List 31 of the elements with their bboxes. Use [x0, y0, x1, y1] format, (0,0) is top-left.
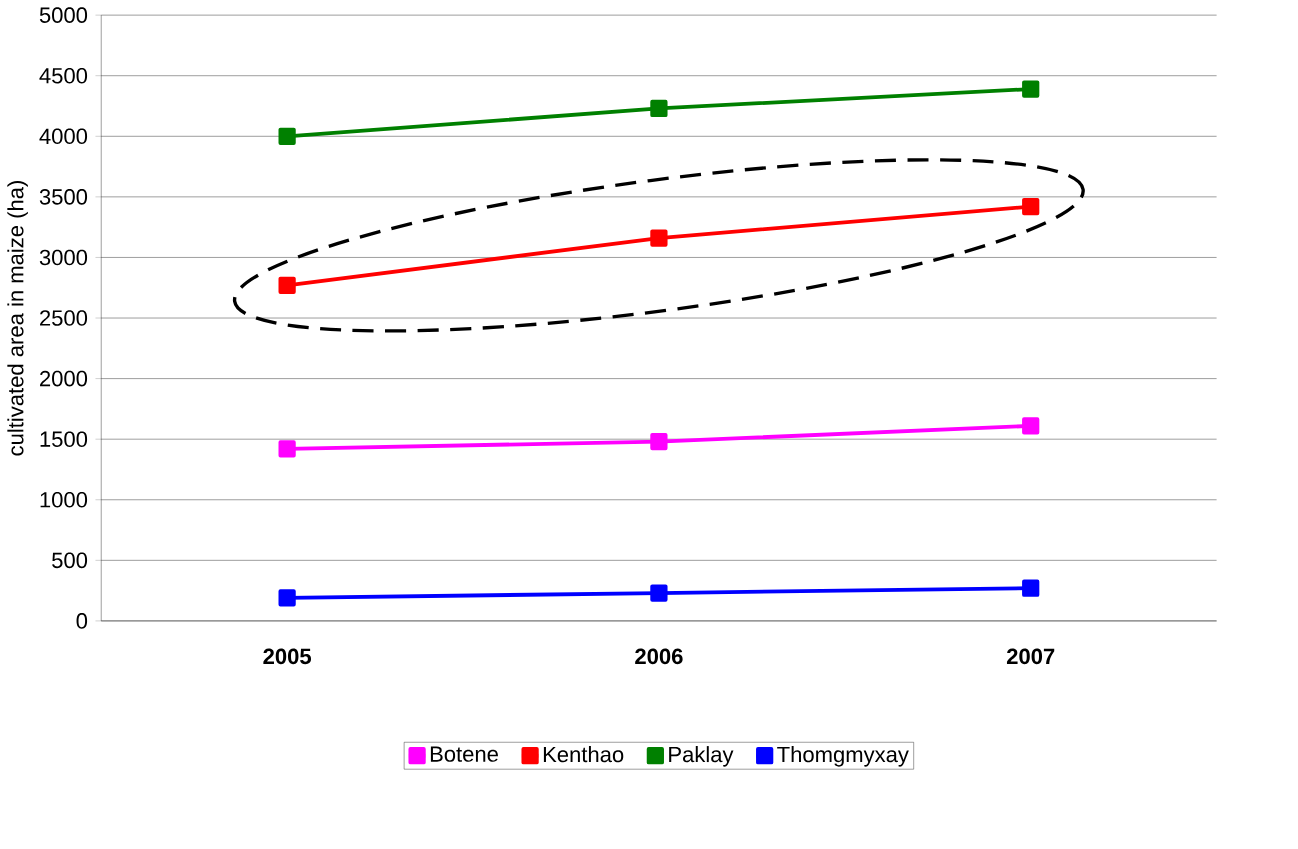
y-tick-label: 1000 — [40, 492, 88, 508]
point — [650, 99, 668, 118]
y-tick-label: 2000 — [40, 370, 88, 387]
point — [650, 433, 668, 451]
y-tick-label: 500 — [52, 552, 88, 569]
legend-label: Paklay — [669, 746, 734, 767]
point — [1022, 198, 1040, 216]
point — [1022, 80, 1040, 98]
point — [278, 589, 296, 607]
y-tick-label: 0 — [76, 613, 88, 629]
y-tick-label: 1500 — [40, 431, 88, 448]
legend-label: Thomgmyxay — [777, 746, 909, 767]
y-axis-title: cultivated area in maize (ha) — [7, 181, 28, 456]
point — [650, 584, 668, 602]
y-tick-label: 5000 — [39, 7, 88, 24]
point — [650, 229, 668, 247]
y-tick-label: 3500 — [39, 189, 88, 205]
point — [278, 276, 296, 295]
x-tick-label: 2007 — [1006, 648, 1055, 665]
y-tick-label: 4000 — [39, 128, 88, 145]
y-tick-label: 3000 — [39, 249, 88, 266]
point — [278, 127, 296, 146]
point — [1022, 417, 1040, 435]
point — [278, 440, 296, 458]
legend-label: Botene — [430, 746, 498, 763]
legend-label: Kenthao — [543, 746, 624, 763]
x-tick-label: 2006 — [635, 648, 683, 665]
y-tick-label: 2500 — [40, 310, 88, 326]
point — [1022, 579, 1040, 597]
x-tick-label: 2005 — [263, 648, 312, 665]
y-tick-label: 4500 — [39, 68, 88, 84]
